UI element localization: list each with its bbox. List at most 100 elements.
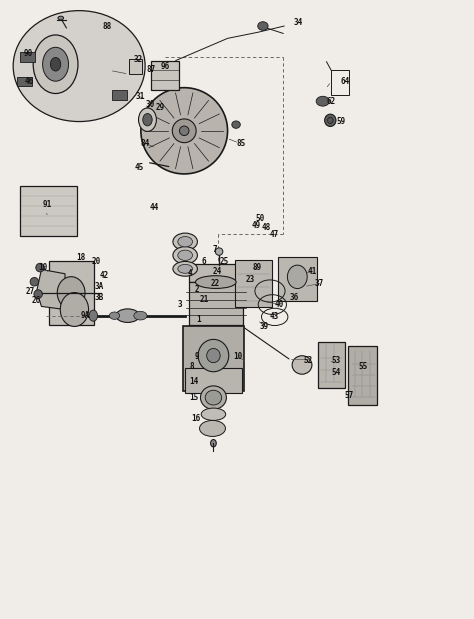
Text: 20: 20	[92, 257, 101, 266]
Ellipse shape	[287, 265, 307, 288]
Text: 24: 24	[212, 267, 222, 276]
Text: 4: 4	[188, 269, 192, 279]
Text: 59: 59	[336, 117, 345, 126]
Text: 21: 21	[200, 295, 209, 303]
Ellipse shape	[178, 250, 192, 261]
PathPatch shape	[36, 269, 65, 310]
Bar	[331, 71, 349, 95]
Ellipse shape	[316, 97, 329, 106]
Ellipse shape	[207, 348, 220, 363]
Text: 26: 26	[32, 296, 41, 305]
Text: 90: 90	[24, 50, 33, 58]
Ellipse shape	[89, 310, 98, 321]
Text: 10: 10	[233, 352, 243, 361]
Text: 6: 6	[202, 257, 206, 266]
Ellipse shape	[210, 439, 216, 447]
Ellipse shape	[50, 58, 61, 71]
Ellipse shape	[57, 277, 85, 309]
Text: 10: 10	[38, 263, 47, 272]
Ellipse shape	[134, 311, 147, 320]
Text: 9: 9	[195, 352, 199, 361]
Text: 9A: 9A	[81, 311, 90, 320]
Text: 3: 3	[177, 300, 182, 309]
Text: 44: 44	[150, 203, 159, 212]
Text: 91: 91	[43, 200, 52, 209]
Ellipse shape	[173, 261, 197, 276]
Ellipse shape	[143, 113, 152, 126]
Ellipse shape	[116, 309, 139, 322]
Bar	[189, 264, 243, 282]
Bar	[183, 326, 244, 391]
Ellipse shape	[33, 35, 78, 93]
Ellipse shape	[36, 263, 44, 272]
Text: 42: 42	[100, 271, 109, 280]
Text: 53: 53	[331, 355, 341, 365]
Text: 87: 87	[146, 64, 156, 74]
Bar	[278, 257, 317, 301]
Ellipse shape	[195, 275, 236, 288]
Text: 8: 8	[190, 361, 194, 371]
Text: 36: 36	[290, 293, 299, 301]
Bar	[189, 282, 243, 324]
Text: 49: 49	[251, 221, 261, 230]
Ellipse shape	[200, 420, 226, 436]
Text: 34: 34	[293, 19, 303, 27]
Text: 22: 22	[210, 279, 219, 288]
Bar	[348, 347, 377, 405]
Ellipse shape	[13, 11, 145, 121]
Ellipse shape	[198, 339, 229, 372]
Bar	[128, 59, 142, 74]
PathPatch shape	[41, 25, 136, 107]
Text: 57: 57	[345, 391, 354, 400]
Text: 64: 64	[341, 77, 350, 86]
Ellipse shape	[258, 22, 268, 30]
Text: 46: 46	[24, 77, 33, 86]
Text: 62: 62	[327, 97, 336, 106]
Text: 18: 18	[76, 253, 85, 262]
Bar	[20, 186, 77, 236]
Text: 3A: 3A	[94, 282, 103, 290]
Text: 3B: 3B	[94, 293, 103, 301]
Text: 23: 23	[246, 275, 255, 284]
Ellipse shape	[43, 47, 69, 81]
Text: 27: 27	[26, 287, 35, 295]
Ellipse shape	[178, 236, 192, 247]
Bar	[20, 52, 35, 62]
Bar	[18, 77, 33, 87]
Ellipse shape	[325, 114, 336, 126]
Text: 54: 54	[331, 368, 341, 377]
Text: 55: 55	[359, 361, 368, 371]
Text: 30: 30	[146, 100, 155, 109]
Bar	[151, 61, 179, 90]
Ellipse shape	[178, 264, 192, 273]
Bar	[49, 261, 93, 325]
Ellipse shape	[201, 386, 227, 409]
Text: 52: 52	[303, 355, 312, 365]
Text: 41: 41	[308, 267, 317, 276]
Text: 47: 47	[269, 230, 278, 239]
Ellipse shape	[30, 277, 38, 286]
Ellipse shape	[232, 121, 240, 128]
Text: 7: 7	[212, 245, 217, 254]
Ellipse shape	[205, 390, 222, 405]
Bar	[318, 342, 346, 388]
Text: 15: 15	[189, 393, 198, 402]
Text: 89: 89	[253, 263, 262, 272]
Text: 39: 39	[260, 322, 269, 331]
Ellipse shape	[215, 248, 223, 255]
Text: 84: 84	[140, 139, 150, 147]
Ellipse shape	[180, 126, 189, 136]
Ellipse shape	[141, 88, 228, 174]
Text: 31: 31	[136, 92, 145, 102]
Ellipse shape	[60, 293, 89, 326]
Text: 1: 1	[196, 316, 201, 324]
Text: 48: 48	[262, 223, 271, 232]
Text: 43: 43	[269, 313, 278, 321]
Text: 2: 2	[195, 285, 199, 293]
Text: 25: 25	[219, 257, 228, 266]
Text: 50: 50	[255, 214, 264, 223]
Text: 14: 14	[189, 377, 198, 386]
Ellipse shape	[201, 408, 226, 420]
Text: 40: 40	[275, 300, 284, 309]
Ellipse shape	[292, 356, 312, 374]
